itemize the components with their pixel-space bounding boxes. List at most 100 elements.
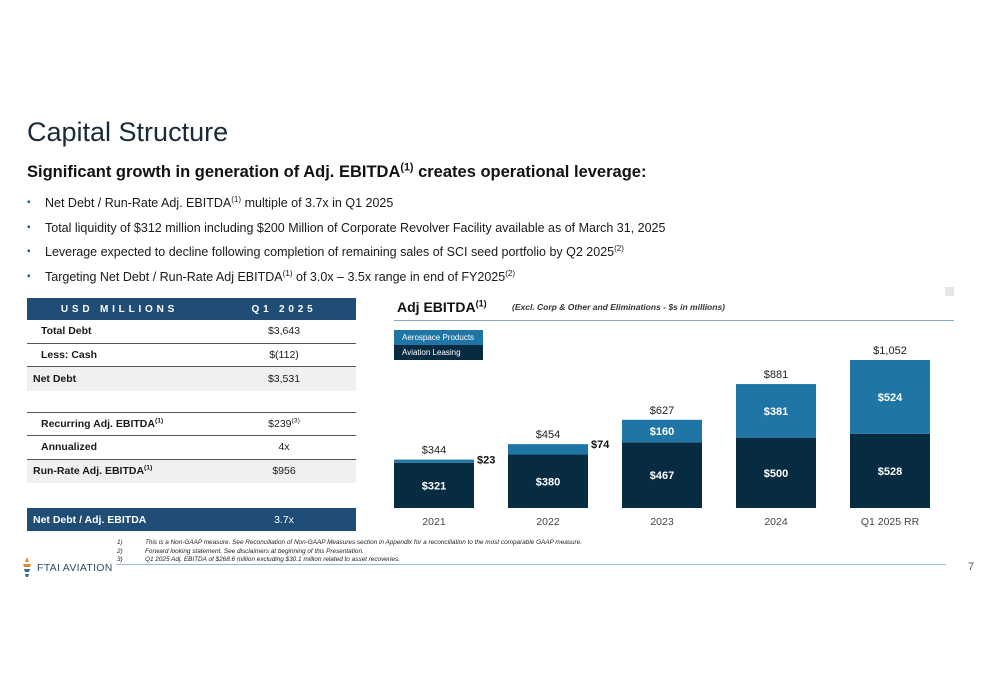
- row-label-sup: (1): [144, 464, 153, 472]
- bullet-sup: (2): [614, 244, 625, 254]
- table-row-annualized: Annualized 4x: [27, 436, 356, 460]
- row-value: $3,643: [267, 325, 301, 338]
- bar-total-label: $344: [422, 445, 446, 457]
- x-tick-label: 2024: [764, 516, 788, 528]
- row-label-sup: (1): [154, 417, 164, 425]
- row-value: $(112): [269, 348, 299, 361]
- bar-aviation-leasing: [508, 454, 588, 508]
- table-row-recurring-ebitda: Recurring Adj. EBITDA(1) $239(3): [27, 413, 356, 436]
- bullet-icon: ▪: [27, 246, 31, 258]
- bar-total-label: $627: [650, 405, 674, 417]
- row-label: Run-Rate Adj. EBITDA(1): [27, 465, 212, 477]
- bullet-text-tail: multiple of 3.7x in Q1 2025: [241, 196, 394, 210]
- bullet-sup: (1): [231, 194, 242, 204]
- table-row-less-cash: Less: Cash $(112): [27, 344, 356, 367]
- bullet-text: Targeting Net Debt / Run-Rate Adj EBITDA: [45, 270, 283, 285]
- bar-aviation-leasing: [622, 442, 702, 508]
- chart-title-sup: (1): [475, 298, 487, 309]
- bullet-text: Net Debt / Run-Rate Adj. EBITDA: [45, 196, 232, 210]
- bar-label-aviation-leasing: $380: [536, 476, 560, 488]
- ebitda-bar-chart: $321 $23 $344 2021 $380 $74 $454 2022 $467 $160 $6…: [394, 345, 930, 528]
- ftai-logo-icon: [23, 557, 31, 577]
- bullet-icon: ▪: [27, 197, 31, 208]
- row-label: Net Debt: [33, 372, 77, 385]
- footnote-text: Forward looking statement. See disclaime…: [145, 547, 364, 555]
- bar-aerospace-products: [622, 419, 702, 443]
- footnote-text: Q1 2025 Adj. EBITDA of $268.6 million ex…: [145, 556, 400, 563]
- footer-divider: [116, 564, 946, 565]
- bullet-sup: (1): [282, 268, 293, 278]
- bullet-text-tail: of 3.0x – 3.5x range in end of FY2025: [292, 270, 506, 285]
- bar-aerospace-products: [850, 360, 930, 434]
- row-label-text: Run-Rate Adj. EBITDA: [33, 465, 145, 478]
- footnote-number: 3): [117, 556, 123, 563]
- bullet-icon: ▪: [27, 271, 31, 283]
- bar-aviation-leasing: [736, 437, 816, 508]
- bar-label-aerospace-products: $524: [878, 392, 903, 404]
- bar-aviation-leasing: [850, 433, 930, 508]
- chart-divider: [394, 320, 954, 321]
- bullet-item: ▪ Net Debt / Run-Rate Adj. EBITDA(1) mult…: [27, 195, 665, 220]
- bar-label-aviation-leasing: $467: [650, 470, 674, 482]
- bar-total-label: $1,052: [873, 345, 907, 357]
- bar-label-aerospace-products: $74: [591, 439, 610, 451]
- table-header-period: Q1 2025: [251, 303, 317, 315]
- bar-total-label: $454: [536, 429, 560, 441]
- bar-label-aerospace-products: $381: [764, 406, 788, 418]
- subtitle-text: Significant growth in generation of Adj.…: [27, 163, 401, 181]
- bar-aviation-leasing: [394, 462, 474, 508]
- row-label: Recurring Adj. EBITDA(1): [27, 417, 212, 430]
- x-tick-label: 2023: [650, 516, 674, 528]
- bar-aerospace-products: [508, 444, 588, 455]
- chart-title: Adj EBITDA(1): [397, 299, 487, 315]
- chart-note: (Excl. Corp & Other and Eliminations - $…: [512, 302, 726, 312]
- footnote: 2) Forward looking statement. See disclai…: [117, 548, 582, 557]
- row-label: Less: Cash: [41, 348, 98, 361]
- page-title: Capital Structure: [27, 117, 229, 147]
- row-value-sup: (3): [291, 417, 300, 425]
- bar-label-aviation-leasing: $321: [422, 480, 446, 492]
- x-tick-label: Q1 2025 RR: [861, 516, 920, 528]
- placeholder-square: [945, 287, 954, 296]
- bar-label-aviation-leasing: $500: [764, 468, 788, 480]
- bullet-text: Leverage expected to decline following c…: [45, 245, 615, 260]
- chart-title-text: Adj EBITDA: [397, 299, 476, 315]
- page-number: 7: [968, 561, 975, 573]
- footnote-text: This is a Non-GAAP measure. See Reconcil…: [145, 539, 583, 546]
- x-tick-label: 2022: [536, 516, 560, 528]
- footnote-number: 1): [117, 539, 123, 546]
- subtitle-tail: creates operational leverage:: [413, 163, 647, 181]
- bullet-item: ▪ Targeting Net Debt / Run-Rate Adj EBITD…: [27, 269, 665, 294]
- table-row-run-rate-ebitda: Run-Rate Adj. EBITDA(1) $956: [27, 459, 356, 483]
- footnotes: 1) This is a Non-GAAP measure. See Reconc…: [117, 539, 582, 565]
- table-header: USD MILLIONS Q1 2025: [27, 298, 356, 320]
- bullet-item: ▪ Total liquidity of $312 million includi…: [27, 220, 665, 245]
- row-label: Annualized: [41, 441, 98, 454]
- table-row-net-debt: Net Debt $3,531: [27, 367, 356, 391]
- bar-aerospace-products: [736, 384, 816, 438]
- footnote: 1) This is a Non-GAAP measure. See Reconc…: [117, 539, 582, 548]
- subtitle-sup: (1): [400, 161, 414, 174]
- capital-table: USD MILLIONS Q1 2025 Total Debt $3,643 L…: [27, 298, 356, 531]
- table-row-total-debt: Total Debt $3,643: [27, 320, 356, 344]
- legend-aviation-leasing: Aviation Leasing: [394, 345, 483, 360]
- bullet-sup: (2): [505, 268, 516, 278]
- row-value: $239(3): [212, 417, 356, 429]
- logo-text: FTAI AVIATION: [37, 562, 113, 574]
- footnote-number: 2): [117, 547, 123, 555]
- table-gap: [27, 483, 356, 508]
- bar-total-label: $881: [764, 369, 788, 381]
- footnote: 3) Q1 2025 Adj. EBITDA of $268.6 million …: [117, 556, 582, 565]
- bar-label-aerospace-products: $23: [477, 455, 495, 467]
- table-footer: Net Debt / Adj. EBITDA 3.7x: [27, 508, 356, 531]
- bar-label-aviation-leasing: $528: [878, 466, 902, 478]
- bullet-item: ▪ Leverage expected to decline following …: [27, 244, 665, 269]
- table-spacer: [27, 391, 356, 413]
- subtitle: Significant growth in generation of Adj.…: [27, 161, 647, 182]
- legend-aerospace-products: Aerospace Products: [394, 330, 483, 345]
- row-label-text: Recurring Adj. EBITDA: [41, 417, 155, 430]
- chart-legend: Aerospace Products Aviation Leasing: [394, 330, 483, 360]
- bar-aerospace-products: [394, 459, 474, 463]
- x-tick-label: 2021: [422, 516, 446, 528]
- company-logo: FTAI AVIATION: [20, 556, 113, 580]
